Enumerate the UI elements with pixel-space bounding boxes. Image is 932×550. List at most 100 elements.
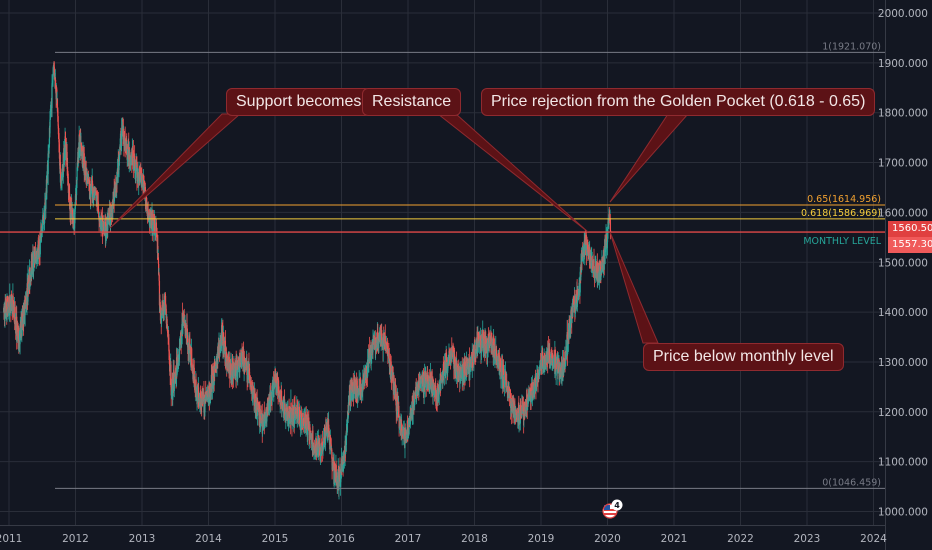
candle-body	[233, 372, 235, 377]
candle-body	[204, 400, 206, 413]
candle-body	[568, 318, 571, 326]
candle-body	[94, 189, 96, 196]
x-tick-label: 2014	[195, 533, 222, 545]
price-axis-badge: 1560.508	[888, 221, 932, 237]
annotation-callout[interactable]: Resistance	[362, 88, 462, 116]
candle-body	[213, 370, 215, 379]
candle-body	[270, 393, 272, 406]
candle-body	[179, 337, 182, 344]
candle-body	[241, 351, 244, 358]
candle-body	[33, 261, 35, 270]
x-tick-label: 2022	[727, 533, 754, 545]
candle-body	[52, 68, 54, 74]
candle-body	[319, 447, 322, 462]
candle-body	[217, 348, 219, 361]
flag-stripe	[604, 513, 616, 515]
candle-body	[424, 377, 426, 388]
candle-body	[549, 349, 551, 364]
candle-body	[516, 412, 518, 418]
candle-body	[409, 417, 411, 424]
candle-body	[574, 295, 576, 310]
candle-body	[532, 382, 534, 390]
candle-body	[288, 418, 290, 425]
candle-body	[209, 393, 211, 405]
candle-body	[134, 161, 136, 168]
candle-body	[397, 395, 399, 409]
candle-body	[202, 396, 204, 401]
candle-body	[339, 469, 341, 483]
candle-body	[348, 400, 350, 407]
candle-body	[398, 406, 400, 415]
candle-body	[318, 444, 320, 454]
candle-body	[366, 366, 368, 374]
candle-body	[486, 351, 489, 358]
candle-body	[182, 321, 184, 327]
x-tick-label: 2021	[661, 533, 688, 545]
candle-body	[464, 375, 466, 380]
candle-body	[51, 83, 53, 109]
candle-body	[53, 66, 55, 76]
candle-body	[290, 402, 292, 412]
x-tick-label: 2015	[262, 533, 289, 545]
flag-canton	[604, 505, 610, 510]
candle-body	[142, 174, 145, 180]
candle-body	[45, 192, 47, 209]
candle-body	[113, 191, 116, 202]
candle-body	[568, 318, 570, 339]
candle-body	[26, 296, 28, 306]
candle-body	[147, 209, 149, 218]
candle-body	[530, 395, 532, 402]
candle-body	[572, 297, 575, 302]
candle-body	[362, 380, 364, 392]
event-count: 4	[614, 501, 620, 510]
candle-body	[321, 446, 323, 453]
candle-body	[584, 241, 586, 256]
candle-body	[362, 378, 365, 384]
candle-body	[178, 346, 180, 360]
candle-body	[126, 153, 129, 161]
candle-body	[104, 221, 107, 238]
x-tick-label: 2019	[528, 533, 555, 545]
candle-body	[593, 259, 595, 273]
candle-body	[278, 380, 280, 392]
candle-body	[76, 167, 78, 181]
annotation-callout[interactable]: Support becomes	[226, 88, 372, 116]
candle-body	[425, 371, 427, 382]
candle-body	[445, 356, 447, 374]
annotation-callout[interactable]: Price below monthly level	[643, 343, 844, 371]
candle-body	[393, 385, 395, 394]
candle-body	[211, 369, 213, 389]
candle-body	[293, 414, 296, 424]
candle-body	[357, 395, 359, 398]
candle-body	[107, 215, 109, 231]
candle-body	[58, 144, 61, 159]
annotation-callout[interactable]: Price rejection from the Golden Pocket (…	[481, 88, 876, 116]
candle-body	[23, 316, 25, 324]
candle-body	[456, 363, 458, 371]
candle-body	[116, 172, 118, 183]
candle-body	[12, 296, 14, 309]
candle-body	[361, 395, 363, 398]
event-count-bubble	[611, 499, 623, 511]
monthly-level-label: MONTHLY LEVEL	[803, 236, 881, 247]
candle-body	[63, 146, 66, 159]
candle-body	[518, 417, 520, 425]
candle-body	[326, 424, 328, 430]
candle-body	[574, 303, 576, 314]
candle-body	[99, 221, 101, 223]
candles	[3, 61, 612, 500]
candle-body	[472, 349, 474, 361]
candle-body	[124, 144, 127, 151]
candle-body	[502, 364, 505, 381]
candle-body	[163, 306, 165, 314]
candle-body	[129, 156, 131, 160]
y-tick-label: 1300.000	[878, 357, 928, 369]
candle-body	[329, 436, 331, 451]
candle-body	[537, 375, 539, 382]
candle-body	[237, 362, 240, 370]
candle-body	[263, 419, 266, 428]
event-flag-badge[interactable]: 4	[602, 499, 623, 519]
candle-body	[168, 355, 171, 365]
